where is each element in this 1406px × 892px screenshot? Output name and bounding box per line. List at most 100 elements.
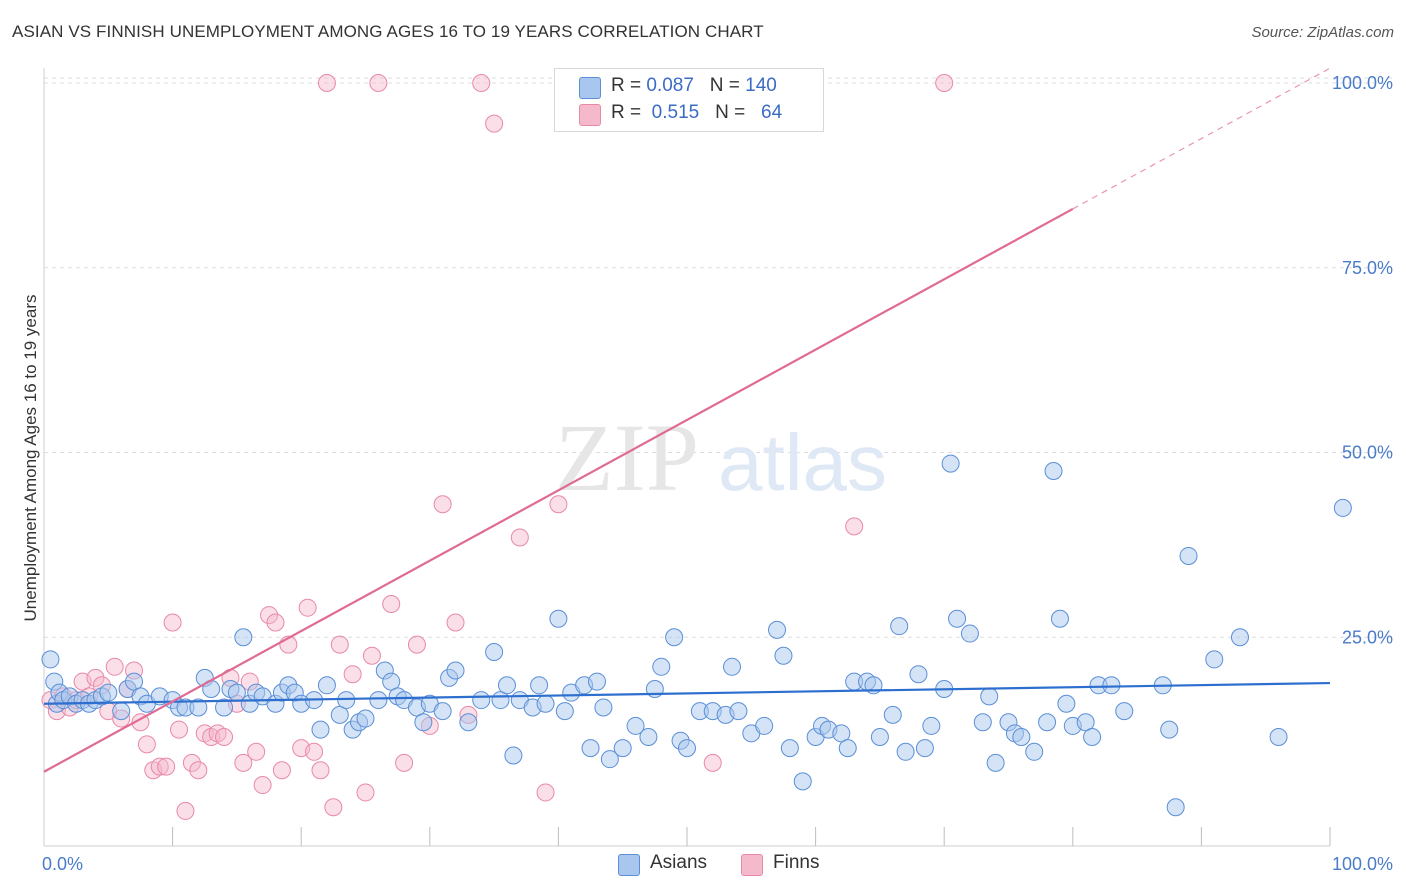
asian-point-116 <box>1012 728 1031 747</box>
finn-point-21 <box>176 801 195 820</box>
asian-point-109 <box>948 609 967 628</box>
asian-point-63 <box>530 676 549 695</box>
asian-point-43 <box>356 709 375 728</box>
finn-point-50 <box>395 753 414 772</box>
asian-point-73 <box>613 739 632 758</box>
asians-n-value: 140 <box>745 75 777 96</box>
asian-point-60 <box>504 746 523 765</box>
finns-regression-line-extension <box>1072 67 1331 210</box>
finns-regression-line <box>43 207 1074 773</box>
finn-point-53 <box>433 495 452 514</box>
asian-point-121 <box>1057 694 1076 713</box>
asian-point-78 <box>665 628 684 647</box>
watermark-atlas: atlas <box>718 418 887 507</box>
asian-point-55 <box>459 713 478 732</box>
asian-point-75 <box>639 728 658 747</box>
asian-point-130 <box>1166 798 1185 817</box>
asians-legend-swatch <box>618 854 640 876</box>
asian-point-110 <box>960 624 979 643</box>
asian-point-132 <box>1205 650 1224 669</box>
stats-legend: R = 0.087 N = 140 R = 0.515 N = 64 <box>554 68 824 132</box>
finn-point-61 <box>703 753 722 772</box>
finn-point-47 <box>362 646 381 665</box>
finn-point-45 <box>343 665 362 684</box>
asian-point-85 <box>729 702 748 721</box>
finn-point-62 <box>845 517 864 536</box>
asian-point-88 <box>768 620 787 639</box>
asian-point-24 <box>215 698 234 717</box>
asian-point-91 <box>793 772 812 791</box>
finn-point-63 <box>935 74 954 92</box>
finn-point-17 <box>150 757 169 776</box>
finn-point-48 <box>369 74 388 92</box>
finn-point-20 <box>170 720 189 739</box>
finn-point-34 <box>260 606 279 625</box>
asian-point-120 <box>1050 609 1069 628</box>
y-tick-label-2: 75.0% <box>1342 258 1393 278</box>
asian-point-89 <box>774 646 793 665</box>
asian-point-77 <box>652 657 671 676</box>
finns-n-label: N = <box>715 102 746 123</box>
finn-point-27 <box>215 728 234 747</box>
asians-r-label: R = <box>611 75 642 96</box>
finn-point-30 <box>234 753 253 772</box>
asian-point-59 <box>497 676 516 695</box>
asian-point-64 <box>536 694 555 713</box>
tick-labels: 25.0% 50.0% 75.0% 100.0% 0.0% 100.0% <box>42 73 1393 874</box>
asians-points <box>41 454 1352 817</box>
asian-point-65 <box>549 609 568 628</box>
watermark-zip: ZIP <box>555 404 699 511</box>
asian-point-90 <box>780 739 799 758</box>
asian-point-104 <box>909 665 928 684</box>
finns-legend-swatch <box>741 854 763 876</box>
y-axis-label: Unemployment Among Ages 16 to 19 years <box>21 295 40 622</box>
finn-point-46 <box>356 783 375 802</box>
finns-r-value: 0.515 <box>651 102 700 123</box>
asians-n-label: N = <box>709 75 740 96</box>
watermark: ZIP atlas <box>555 404 887 511</box>
asian-point-87 <box>755 716 774 735</box>
asian-point-38 <box>317 676 336 695</box>
asian-point-56 <box>472 691 491 710</box>
finn-point-43 <box>324 798 343 817</box>
finn-point-51 <box>407 635 426 654</box>
x-tick-label-0: 0.0% <box>42 854 83 874</box>
asian-point-101 <box>883 705 902 724</box>
asian-point-133 <box>1230 628 1249 647</box>
asian-point-118 <box>1038 713 1057 732</box>
asian-point-37 <box>311 720 330 739</box>
finn-point-10 <box>105 657 124 676</box>
asian-point-113 <box>986 753 1005 772</box>
finn-point-59 <box>536 783 555 802</box>
finn-point-7 <box>86 668 105 687</box>
finns-swatch <box>579 104 601 126</box>
asian-point-105 <box>915 739 934 758</box>
finn-point-22 <box>182 753 201 772</box>
finn-point-15 <box>137 735 156 754</box>
finn-point-42 <box>317 74 336 92</box>
asian-point-21 <box>189 698 208 717</box>
asian-point-119 <box>1044 461 1063 480</box>
finn-point-40 <box>305 742 324 761</box>
finn-point-39 <box>298 598 317 617</box>
finn-point-33 <box>253 776 272 795</box>
asian-point-69 <box>581 739 600 758</box>
finn-point-23 <box>189 761 208 780</box>
finn-point-44 <box>330 635 349 654</box>
asian-point-96 <box>838 739 857 758</box>
asian-point-74 <box>626 716 645 735</box>
asian-point-57 <box>485 643 504 662</box>
asian-point-131 <box>1179 546 1198 565</box>
x-tick-label-1: 100.0% <box>1332 854 1393 874</box>
asian-point-127 <box>1115 702 1134 721</box>
asian-point-111 <box>973 713 992 732</box>
finns-n-value: 64 <box>761 102 783 123</box>
asian-point-112 <box>980 687 999 706</box>
asian-point-50 <box>414 713 433 732</box>
finn-point-57 <box>485 114 504 133</box>
source-label: Source: ZipAtlas.com <box>1251 24 1394 41</box>
asian-point-72 <box>600 750 619 769</box>
asian-point-70 <box>587 672 606 691</box>
asian-point-135 <box>1333 498 1352 517</box>
asian-point-0 <box>41 650 60 669</box>
